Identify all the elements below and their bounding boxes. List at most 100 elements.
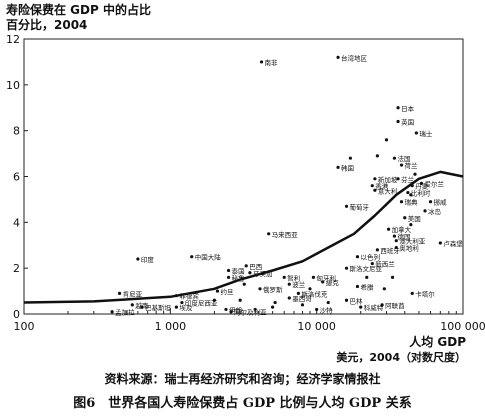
- data-point: [248, 271, 252, 275]
- data-point-label: 肯尼亚: [123, 289, 143, 298]
- data-point: [375, 248, 379, 252]
- data-point-label: 西班牙: [380, 246, 400, 255]
- data-point-label: 阿尔及利亚: [234, 308, 267, 317]
- data-point-label: 埃及: [179, 303, 193, 312]
- data-point-label: 约旦: [220, 287, 234, 296]
- data-point-label: 法国: [397, 154, 410, 163]
- trend-line: [23, 170, 464, 304]
- data-point-label: 美国: [408, 214, 421, 223]
- data-point: [394, 245, 398, 250]
- data-point: [373, 188, 377, 192]
- data-point-label: 瑞士: [419, 129, 433, 138]
- data-point: [336, 165, 340, 169]
- data-point: [174, 305, 178, 309]
- data-point-label: 泰国: [232, 266, 245, 275]
- data-point: [130, 303, 134, 307]
- data-point: [253, 307, 257, 312]
- data-point: [414, 131, 418, 135]
- data-point-label: 俄罗斯: [263, 285, 283, 294]
- data-point-label: 马来西亚: [272, 231, 299, 239]
- data-point: [403, 216, 407, 220]
- x-tick-label: 100: [14, 320, 35, 333]
- data-point-label: 卢森堡: [443, 239, 463, 248]
- data-point: [413, 172, 417, 176]
- data-point-label: 意大利: [378, 186, 398, 195]
- data-point-label: 智利: [287, 273, 300, 282]
- data-point: [419, 181, 424, 185]
- data-point: [375, 154, 379, 158]
- data-point: [321, 280, 325, 284]
- data-point-label: 斯洛文尼亚: [350, 264, 383, 273]
- data-point: [359, 305, 363, 309]
- data-point-label: 孟加拉: [115, 308, 135, 317]
- data-point-label: 中国大陆: [195, 253, 222, 262]
- data-point-label: 香港: [375, 182, 389, 191]
- data-point-label: 巴西: [249, 263, 263, 271]
- chart-title: 寿险保费在 GDP 中的占比: [6, 2, 151, 17]
- data-point: [344, 266, 349, 270]
- y-tick-label: 4: [13, 216, 20, 229]
- data-point-label: 越南: [135, 301, 149, 310]
- data-point-label: 爱尔兰: [424, 179, 444, 188]
- data-point: [344, 204, 349, 208]
- data-point: [136, 257, 140, 261]
- y-tick-label: 8: [13, 125, 20, 138]
- data-point-label: 荷兰: [405, 161, 419, 170]
- data-point-label: 丹麦: [415, 182, 429, 191]
- x-tick-label: 1 000: [155, 320, 187, 333]
- data-point-label: 沙特: [320, 305, 334, 314]
- data-point: [382, 287, 386, 291]
- data-point: [311, 275, 316, 279]
- data-point-label: 匈牙利: [316, 273, 336, 282]
- x-axis-unit: 美元，2004（对数尺度）: [336, 350, 466, 364]
- data-point: [355, 284, 360, 289]
- data-point-label: 卡塔尔: [415, 289, 435, 298]
- data-point: [267, 232, 271, 236]
- data-point: [140, 305, 144, 309]
- source-note: 资料来源：瑞士再经济研究和咨询；经济学家情报社: [104, 372, 381, 386]
- data-point: [242, 282, 246, 286]
- data-point: [410, 291, 414, 295]
- data-point-label: 波兰: [292, 280, 306, 289]
- data-point-label: 希腊: [360, 283, 374, 292]
- data-point: [386, 227, 391, 231]
- data-point: [344, 298, 349, 302]
- y-tick-label: 0: [13, 308, 20, 321]
- data-point: [229, 310, 233, 314]
- data-point: [215, 289, 220, 293]
- data-point: [244, 264, 248, 268]
- data-point-label: 巴基斯坦: [145, 303, 172, 312]
- data-point: [438, 241, 442, 245]
- data-point-label: 阿联酋: [385, 301, 405, 310]
- data-point: [259, 60, 264, 64]
- data-point-label: 印度尼西亚: [185, 299, 218, 308]
- data-point: [396, 106, 400, 110]
- data-point: [271, 305, 275, 309]
- data-point: [308, 287, 312, 291]
- data-point: [423, 209, 427, 213]
- data-point: [406, 190, 410, 195]
- data-point-label: 以色列: [360, 253, 380, 262]
- data-point: [282, 275, 286, 279]
- data-point: [370, 184, 374, 188]
- data-point: [212, 298, 216, 302]
- data-point: [296, 291, 300, 295]
- data-point: [384, 138, 389, 142]
- data-point-label: 新加坡: [378, 175, 398, 184]
- data-point: [394, 239, 398, 243]
- data-point-label: 英国: [401, 118, 414, 127]
- data-point: [110, 310, 114, 314]
- data-point: [390, 275, 395, 279]
- data-point-label: 秘鲁: [232, 273, 245, 282]
- data-point: [226, 275, 231, 279]
- x-tick-label: 10 000: [297, 320, 336, 333]
- data-point-label: 奥地利: [399, 244, 419, 253]
- data-point-label: 葡萄牙: [350, 202, 370, 211]
- data-point: [238, 298, 242, 302]
- data-point-label: 南非: [265, 58, 279, 67]
- data-point: [399, 163, 404, 167]
- y-axis-label: 百分比，2004: [6, 17, 87, 32]
- data-point: [409, 223, 413, 227]
- data-point-label: 巴林: [350, 296, 364, 305]
